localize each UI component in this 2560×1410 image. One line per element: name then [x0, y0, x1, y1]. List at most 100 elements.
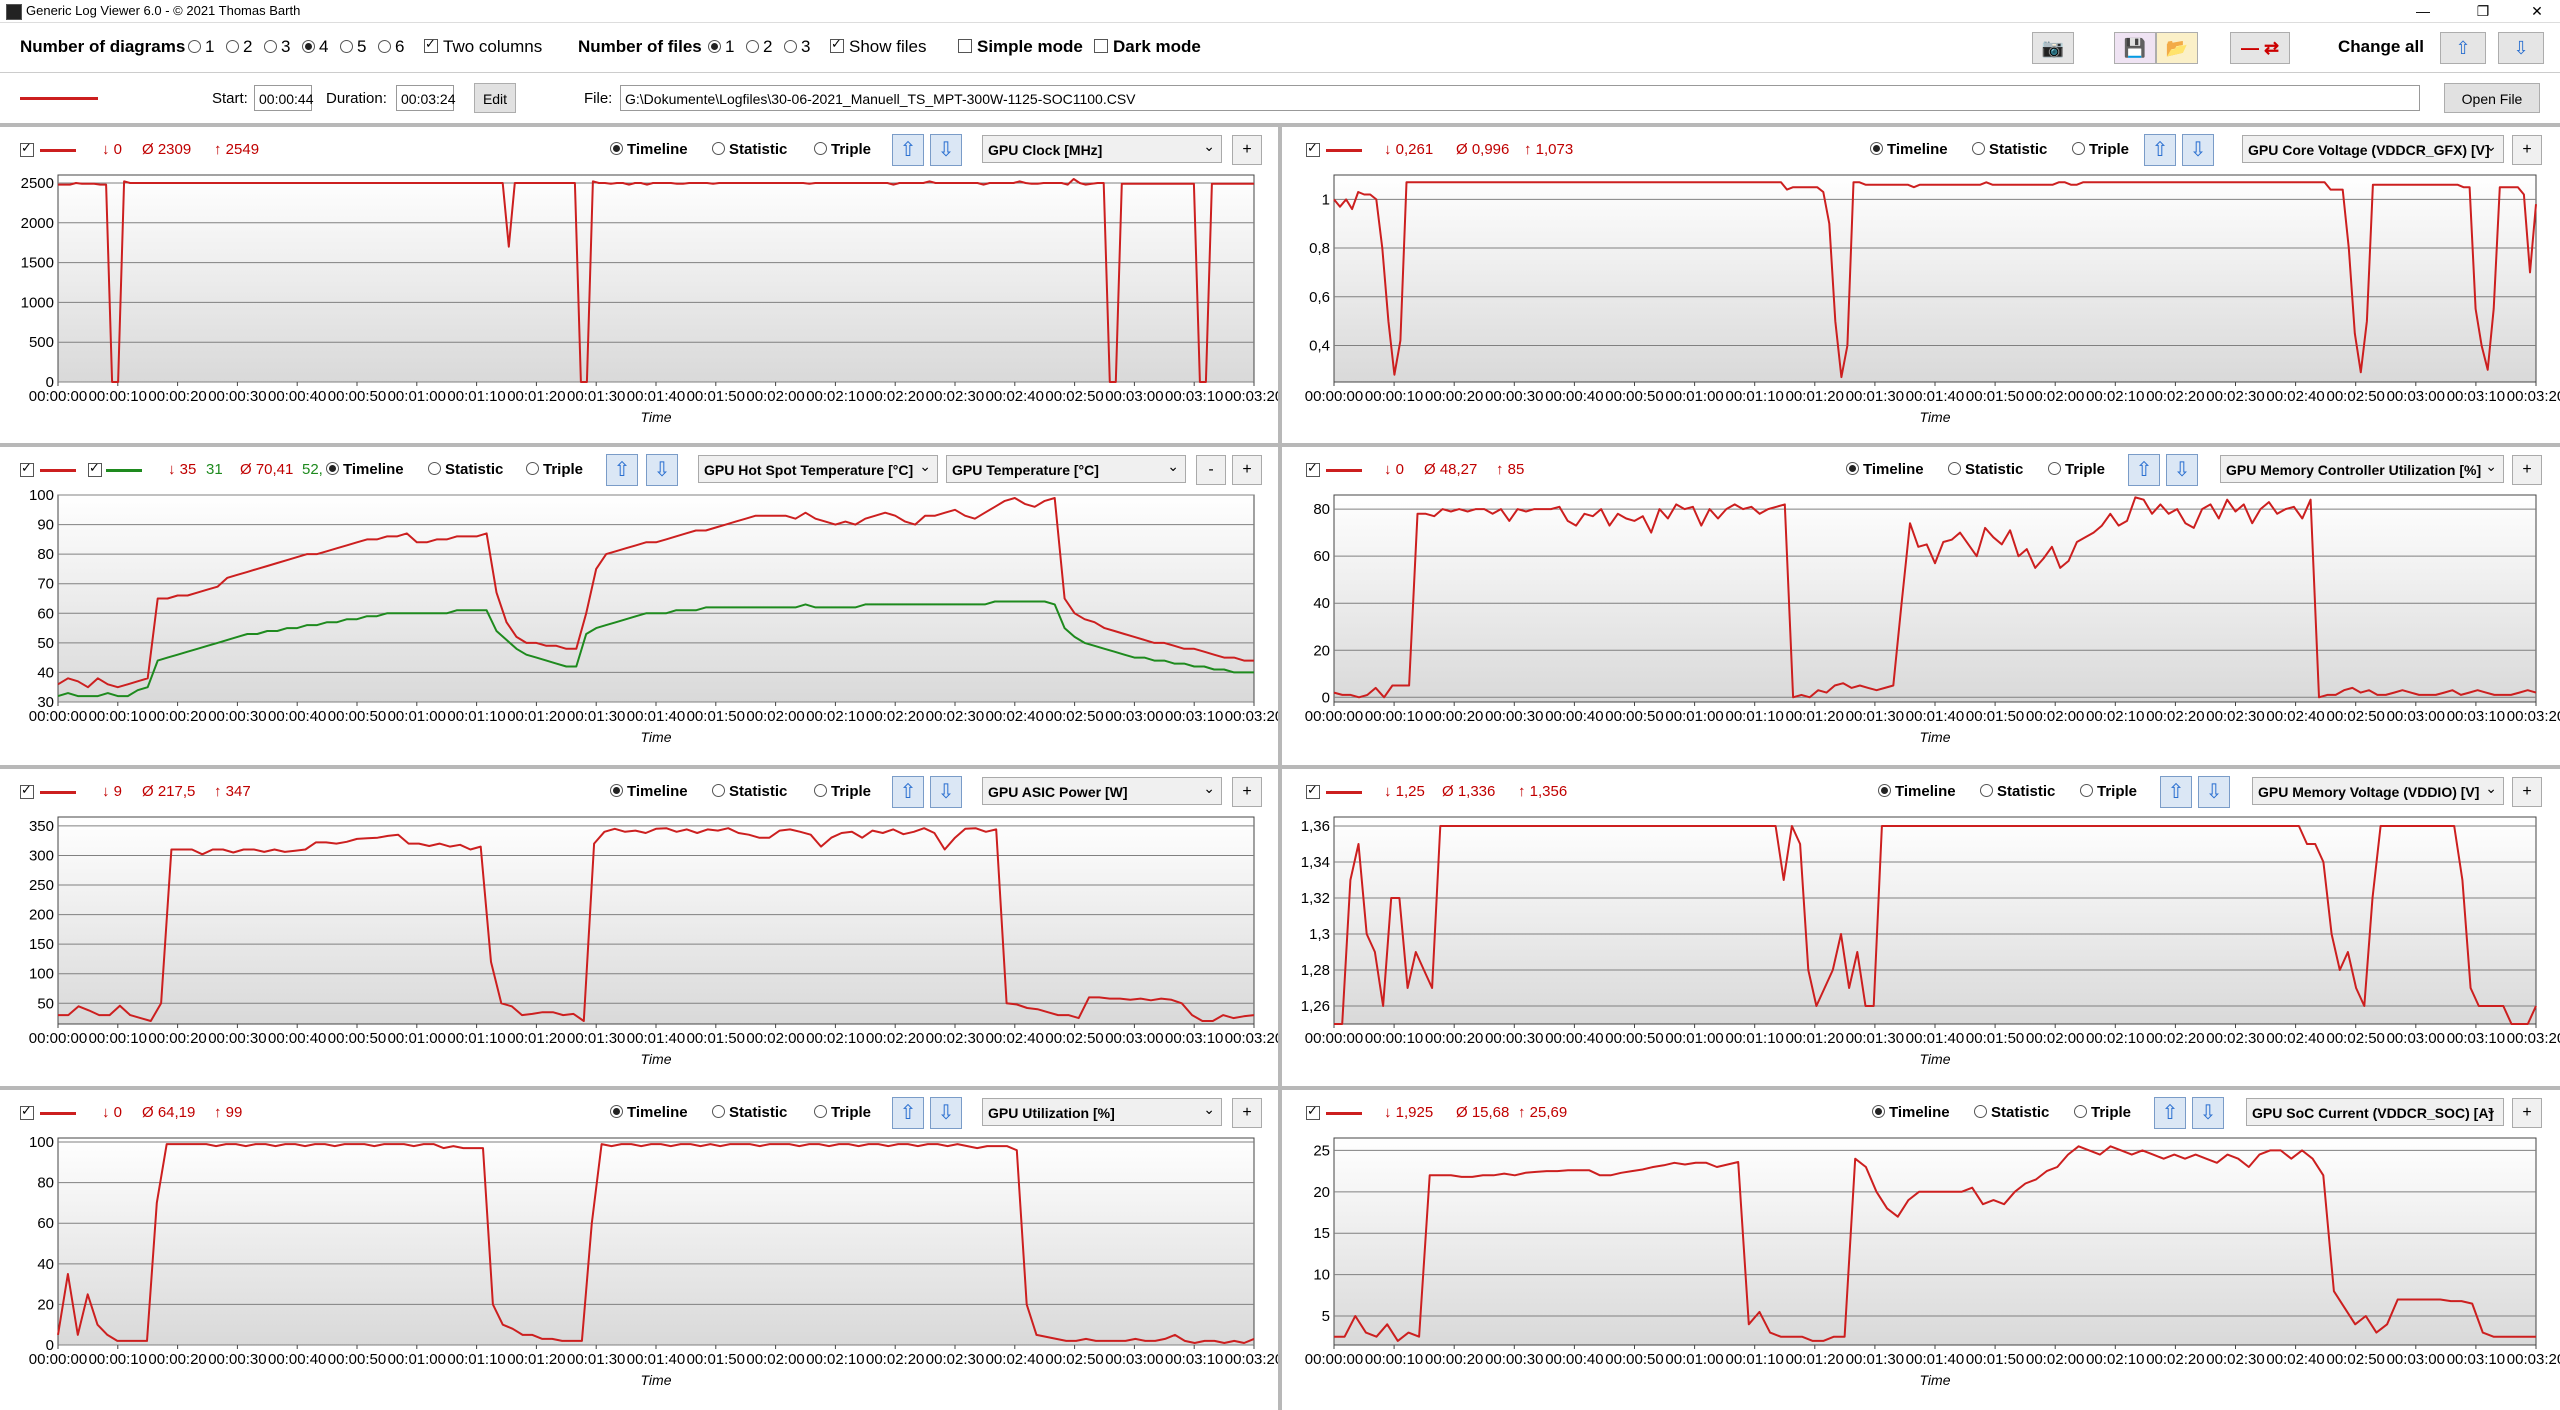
- add-diagram-button[interactable]: +: [2512, 1098, 2542, 1128]
- mode-timeline[interactable]: Timeline: [1872, 1104, 1950, 1121]
- series2-checkbox[interactable]: [88, 460, 102, 477]
- mode-statistic[interactable]: Statistic: [428, 461, 503, 478]
- series-checkbox[interactable]: [1306, 1103, 1320, 1120]
- series-checkbox[interactable]: [20, 140, 34, 157]
- mode-statistic[interactable]: Statistic: [1948, 461, 2023, 478]
- mode-statistic[interactable]: Statistic: [712, 1104, 787, 1121]
- add-diagram-button[interactable]: +: [2512, 135, 2542, 165]
- file-path-field[interactable]: G:\Dokumente\Logfiles\30-06-2021_Manuell…: [620, 85, 2420, 111]
- camera-icon[interactable]: 📷: [2032, 32, 2074, 64]
- folder-icon[interactable]: 📂: [2156, 32, 2198, 64]
- diagram-option-1[interactable]: 1: [188, 37, 214, 57]
- maximize-button[interactable]: ❐: [2476, 3, 2490, 19]
- series-checkbox[interactable]: [1306, 460, 1320, 477]
- save-icon[interactable]: 💾: [2114, 32, 2156, 64]
- mode-statistic[interactable]: Statistic: [712, 783, 787, 800]
- x-tick-label: 00:01:10: [447, 388, 505, 405]
- x-tick-label: 00:01:20: [507, 1351, 565, 1368]
- sensor-dropdown[interactable]: GPU Utilization [%]: [982, 1095, 1222, 1126]
- arrow-up-icon[interactable]: ⇧: [2128, 454, 2160, 486]
- arrow-up-icon[interactable]: ⇧: [606, 454, 638, 486]
- two-columns-checkbox[interactable]: Two columns: [424, 36, 542, 57]
- simple-mode-checkbox[interactable]: Simple mode: [958, 37, 1083, 57]
- sensor-dropdown[interactable]: GPU Core Voltage (VDDCR_GFX) [V]: [2242, 132, 2504, 163]
- arrow-down-icon[interactable]: ⇩: [930, 134, 962, 166]
- arrow-down-icon[interactable]: ⇩: [646, 454, 678, 486]
- edit-button[interactable]: Edit: [474, 83, 516, 113]
- add-diagram-button[interactable]: +: [1232, 1098, 1262, 1128]
- sensor-dropdown[interactable]: GPU Hot Spot Temperature [°C]: [698, 452, 938, 483]
- minimize-button[interactable]: —: [2416, 3, 2430, 19]
- arrow-up-icon[interactable]: ⇧: [892, 776, 924, 808]
- arrow-down-icon[interactable]: ⇩: [930, 1097, 962, 1129]
- sensor-dropdown[interactable]: GPU Memory Voltage (VDDIO) [V]: [2252, 774, 2504, 805]
- series-checkbox[interactable]: [20, 782, 34, 799]
- sensor-dropdown[interactable]: GPU SoC Current (VDDCR_SOC) [A]: [2246, 1095, 2504, 1126]
- arrow-down-icon[interactable]: ⇩: [2182, 134, 2214, 166]
- radio-icon: [2048, 462, 2061, 475]
- add-diagram-button[interactable]: +: [1232, 777, 1262, 807]
- y-tick-label: 10: [1313, 1267, 1330, 1284]
- mode-triple[interactable]: Triple: [2048, 461, 2105, 478]
- mode-timeline[interactable]: Timeline: [610, 141, 688, 158]
- mode-timeline[interactable]: Timeline: [610, 783, 688, 800]
- mode-triple[interactable]: Triple: [814, 1104, 871, 1121]
- file-option-1[interactable]: 1: [708, 37, 734, 57]
- mode-timeline[interactable]: Timeline: [326, 461, 404, 478]
- mode-triple[interactable]: Triple: [2072, 141, 2129, 158]
- series-checkbox[interactable]: [1306, 140, 1320, 157]
- mode-timeline[interactable]: Timeline: [610, 1104, 688, 1121]
- mode-timeline[interactable]: Timeline: [1870, 141, 1948, 158]
- mode-triple[interactable]: Triple: [814, 141, 871, 158]
- add-diagram-button[interactable]: +: [2512, 455, 2542, 485]
- mode-timeline[interactable]: Timeline: [1878, 783, 1956, 800]
- mode-statistic[interactable]: Statistic: [712, 141, 787, 158]
- file-option-2[interactable]: 2: [746, 37, 772, 57]
- radio-icon: [814, 784, 827, 797]
- sensor-dropdown[interactable]: GPU ASIC Power [W]: [982, 774, 1222, 805]
- x-tick-label: 00:01:10: [447, 708, 505, 725]
- remove-diagram-button[interactable]: -: [1196, 455, 1226, 485]
- swap-icon[interactable]: — ⇄: [2230, 32, 2290, 64]
- mode-statistic[interactable]: Statistic: [1974, 1104, 2049, 1121]
- arrow-up-icon[interactable]: ⇧: [2154, 1097, 2186, 1129]
- series-checkbox[interactable]: [20, 460, 34, 477]
- arrow-down-icon[interactable]: ⇩: [2198, 776, 2230, 808]
- sensor-dropdown[interactable]: GPU Memory Controller Utilization [%]: [2220, 452, 2504, 483]
- arrow-down-icon[interactable]: ⇩: [2192, 1097, 2224, 1129]
- arrow-down-icon[interactable]: ⇩: [2498, 32, 2544, 64]
- arrow-down-icon[interactable]: ⇩: [2166, 454, 2198, 486]
- mode-triple[interactable]: Triple: [526, 461, 583, 478]
- add-diagram-button[interactable]: +: [1232, 455, 1262, 485]
- close-button[interactable]: ✕: [2531, 3, 2543, 19]
- mode-triple[interactable]: Triple: [2074, 1104, 2131, 1121]
- show-files-checkbox[interactable]: Show files: [830, 36, 926, 57]
- mode-statistic[interactable]: Statistic: [1980, 783, 2055, 800]
- mode-triple[interactable]: Triple: [2080, 783, 2137, 800]
- sensor-dropdown[interactable]: GPU Clock [MHz]: [982, 132, 1222, 163]
- arrow-up-icon[interactable]: ⇧: [892, 134, 924, 166]
- mode-statistic[interactable]: Statistic: [1972, 141, 2047, 158]
- arrow-up-icon[interactable]: ⇧: [2440, 32, 2486, 64]
- arrow-up-icon[interactable]: ⇧: [2144, 134, 2176, 166]
- arrow-down-icon[interactable]: ⇩: [930, 776, 962, 808]
- mode-triple[interactable]: Triple: [814, 783, 871, 800]
- series-checkbox[interactable]: [20, 1103, 34, 1120]
- diagram-option-4[interactable]: 4: [302, 37, 328, 57]
- add-diagram-button[interactable]: +: [1232, 135, 1262, 165]
- dark-mode-checkbox[interactable]: Dark mode: [1094, 37, 1201, 57]
- arrow-up-icon[interactable]: ⇧: [892, 1097, 924, 1129]
- diagram-option-5[interactable]: 5: [340, 37, 366, 57]
- arrow-up-icon[interactable]: ⇧: [2160, 776, 2192, 808]
- diagram-option-2[interactable]: 2: [226, 37, 252, 57]
- open-file-button[interactable]: Open File: [2444, 83, 2540, 113]
- sensor2-dropdown[interactable]: GPU Temperature [°C]: [946, 452, 1186, 483]
- add-diagram-button[interactable]: +: [2512, 777, 2542, 807]
- start-field[interactable]: 00:00:44: [254, 85, 314, 111]
- file-option-3[interactable]: 3: [784, 37, 810, 57]
- mode-timeline[interactable]: Timeline: [1846, 461, 1924, 478]
- diagram-option-3[interactable]: 3: [264, 37, 290, 57]
- series-checkbox[interactable]: [1306, 782, 1320, 799]
- diagram-option-6[interactable]: 6: [378, 37, 404, 57]
- duration-field[interactable]: 00:03:24: [396, 85, 456, 111]
